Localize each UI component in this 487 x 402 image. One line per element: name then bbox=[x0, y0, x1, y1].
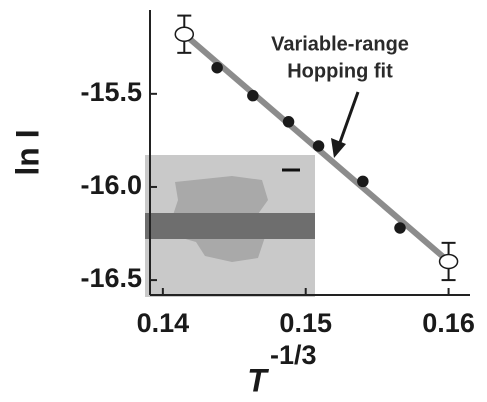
y-axis-label: ln I bbox=[9, 129, 45, 175]
x-axis-label-superscript: -1/3 bbox=[270, 340, 317, 370]
y-tick-label: -16.0 bbox=[80, 170, 142, 200]
point bbox=[248, 91, 258, 101]
point bbox=[284, 117, 294, 127]
annotation: Hopping fit bbox=[287, 60, 393, 82]
annotation: Variable-range bbox=[271, 33, 409, 55]
x-tick-label: 0.14 bbox=[137, 308, 190, 338]
open-point bbox=[175, 27, 193, 41]
point bbox=[358, 176, 368, 186]
page: {"chart_data": {"type": "scatter", "y_la… bbox=[0, 0, 487, 402]
y-tick-label: -16.5 bbox=[80, 263, 142, 293]
open-point bbox=[440, 254, 458, 268]
x-tick-label: 0.16 bbox=[422, 308, 475, 338]
y-tick-label: -15.5 bbox=[80, 77, 142, 107]
point bbox=[212, 63, 222, 73]
x-axis-label: T bbox=[247, 362, 269, 398]
chart: -15.5 -16.0 -16.5 0.14 0.15 0.16 ln I T-1/3 Vari… bbox=[0, 0, 487, 402]
inset-stripe bbox=[145, 213, 315, 239]
x-tick-label: 0.15 bbox=[279, 308, 332, 338]
point bbox=[314, 141, 324, 151]
point bbox=[395, 223, 405, 233]
inset-image bbox=[145, 155, 315, 297]
annotation-arrow bbox=[338, 92, 358, 148]
annotation-arrowhead bbox=[331, 138, 346, 158]
